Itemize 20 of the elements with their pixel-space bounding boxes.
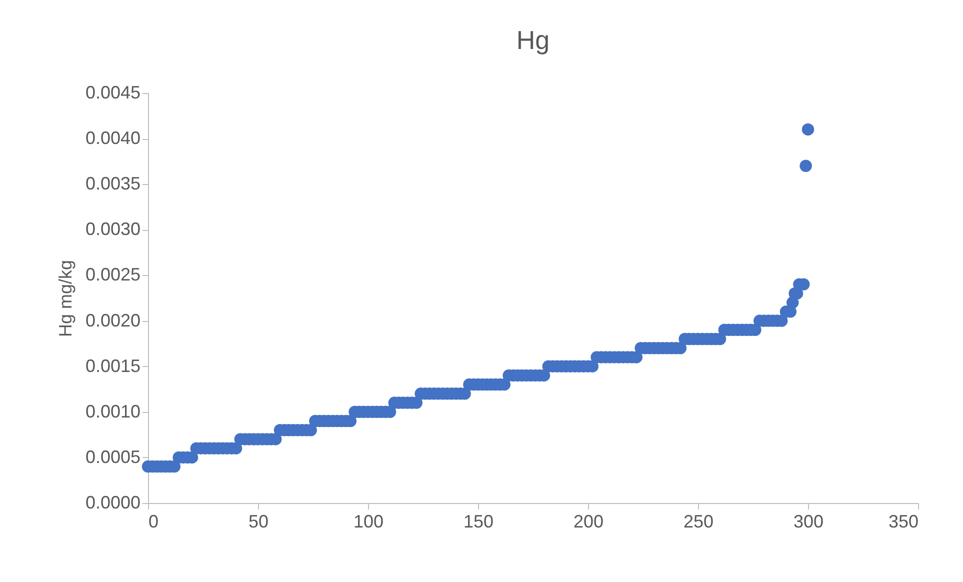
chart-title: Hg — [516, 25, 550, 55]
y-tick-label: 0.0015 — [85, 356, 140, 376]
y-axis-title: Hg mg/kg — [55, 260, 76, 338]
y-tick-label: 0.0040 — [85, 128, 140, 148]
x-tick-label: 150 — [463, 512, 494, 532]
x-tick-label: 250 — [683, 512, 714, 532]
x-tick-label: 0 — [148, 512, 159, 532]
y-tick-label: 0.0035 — [85, 174, 140, 194]
y-tick-label: 0.0005 — [85, 446, 140, 467]
x-tick-label: 50 — [248, 512, 269, 532]
x-tick-label: 200 — [573, 512, 604, 532]
y-tick-label: 0.0020 — [85, 310, 140, 330]
x-tick-label: 100 — [353, 512, 384, 532]
x-tick-label: 300 — [793, 512, 824, 532]
y-tick-label: 0.0025 — [85, 264, 140, 285]
y-tick-label: 0.0000 — [85, 492, 140, 512]
y-tick-label: 0.0030 — [85, 219, 140, 240]
y-tick-label: 0.0045 — [85, 82, 140, 102]
y-tick-label: 0.0010 — [85, 401, 140, 422]
x-tick-label: 350 — [888, 512, 918, 532]
